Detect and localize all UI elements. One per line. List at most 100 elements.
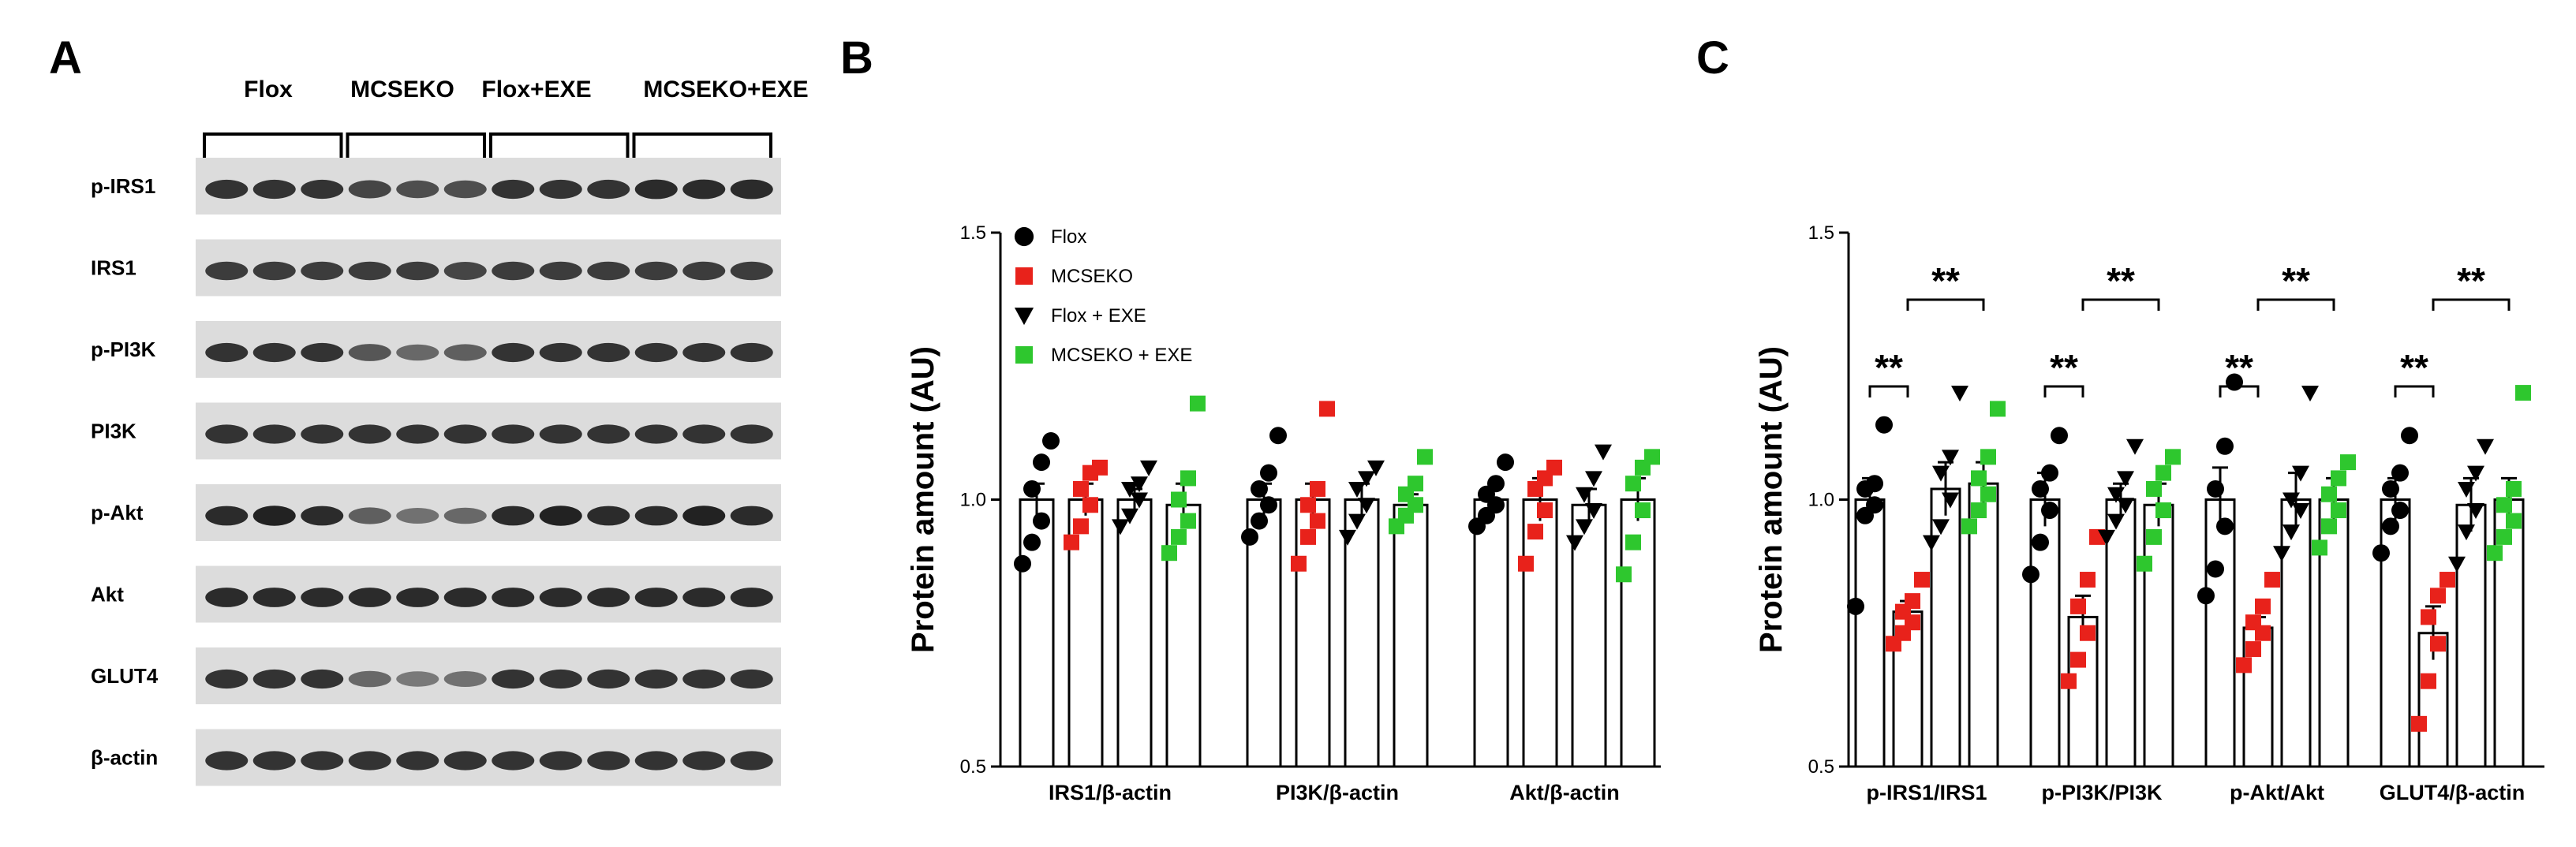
blot-band <box>205 588 249 607</box>
data-point <box>2487 545 2503 562</box>
significance-label: ** <box>2400 347 2428 388</box>
data-point <box>1014 554 1031 573</box>
lane-group-label-3: MCSEKO+EXE <box>643 76 808 103</box>
data-point <box>1971 470 1987 487</box>
data-point <box>1905 593 1920 610</box>
data-point <box>1866 496 1883 514</box>
blot-band <box>539 424 582 444</box>
panel-label-c: C <box>1696 32 1729 84</box>
blot-band <box>634 751 678 771</box>
data-point <box>2041 464 2058 482</box>
data-point <box>1092 459 1108 476</box>
blot-band <box>539 261 582 281</box>
data-point <box>1140 460 1157 476</box>
data-point <box>2146 480 2162 497</box>
significance-label: ** <box>2225 347 2253 388</box>
data-point <box>2292 465 2309 482</box>
data-point <box>1644 449 1660 465</box>
panel-label-a: A <box>49 32 82 84</box>
blot-band <box>730 342 773 363</box>
data-point <box>1358 498 1375 514</box>
blot-band <box>205 342 249 363</box>
bar-1-2 <box>2105 498 2137 768</box>
western-blot-panel: Flox MCSEKO Flox+EXE MCSEKO+EXE p-IRS1 IRS1 p-… <box>91 76 809 786</box>
bar-0-3 <box>1968 482 1999 768</box>
blot-band <box>205 669 249 689</box>
blot-band <box>348 344 391 361</box>
significance-bracket <box>1868 385 1909 397</box>
data-point <box>2458 481 2475 498</box>
blot-band <box>539 179 582 200</box>
data-point <box>1576 519 1593 535</box>
blot-band <box>682 506 726 526</box>
blot-band <box>205 751 249 771</box>
significance-bracket <box>2394 385 2435 397</box>
data-point <box>1537 502 1553 519</box>
data-point <box>1914 572 1930 588</box>
data-point <box>1576 487 1593 503</box>
data-point <box>2458 524 2475 541</box>
data-point <box>1042 432 1060 450</box>
data-point <box>1923 535 1940 551</box>
blot-band <box>730 424 773 444</box>
data-point <box>2496 497 2512 513</box>
data-point <box>2022 565 2039 584</box>
data-point <box>1190 395 1206 412</box>
blot-band <box>634 179 678 200</box>
data-point <box>2448 556 2466 573</box>
blot-band <box>443 344 487 361</box>
blot-band <box>396 344 439 361</box>
blot-band <box>396 424 439 444</box>
blot-band <box>587 588 630 607</box>
data-point <box>1112 519 1129 535</box>
significance-bracket <box>2219 385 2260 397</box>
data-point <box>1073 480 1089 497</box>
data-point <box>1251 512 1268 530</box>
data-point <box>1951 386 1968 402</box>
data-point <box>2061 673 2077 689</box>
data-point <box>1487 475 1505 493</box>
data-point <box>1260 464 1277 482</box>
lane-group-label-2: Flox+EXE <box>481 76 591 103</box>
data-point <box>2080 572 2096 588</box>
data-point <box>1082 497 1098 513</box>
lane-group-bracket-0 <box>203 132 343 162</box>
data-point <box>2467 465 2484 482</box>
blot-band <box>348 588 391 607</box>
x-category-label: IRS1/β-actin <box>1049 781 1172 804</box>
blot-band <box>348 180 391 199</box>
data-point <box>1348 513 1366 530</box>
data-point <box>2032 479 2049 498</box>
blot-row-label: p-IRS1 <box>91 174 155 198</box>
blot-band <box>682 669 726 689</box>
data-point <box>1023 533 1041 551</box>
data-point <box>1616 566 1632 583</box>
data-point <box>2382 517 2399 535</box>
legend-label: Flox + EXE <box>1051 305 1146 326</box>
blot-band <box>492 179 535 200</box>
data-point <box>1932 465 1950 482</box>
blot-band <box>301 669 344 689</box>
bar-3-2 <box>2455 503 2487 768</box>
data-point <box>2321 486 2337 502</box>
data-point <box>1260 496 1277 514</box>
data-point <box>2255 598 2271 614</box>
data-point <box>2331 502 2346 519</box>
data-point <box>2207 560 2224 578</box>
blot-band <box>634 342 678 363</box>
data-point <box>2197 587 2215 605</box>
chart-panel-b: 0.5 1.0 1.5 Protein amount (AU) IRS1/β-actin… <box>906 222 1661 804</box>
data-point <box>2430 636 2446 652</box>
data-point <box>2292 503 2309 520</box>
blot-band <box>252 588 296 607</box>
x-category-label: p-Akt/Akt <box>2230 781 2324 804</box>
data-point <box>1310 480 1325 497</box>
blot-band <box>492 506 535 526</box>
data-point <box>1161 545 1177 562</box>
x-category-label: p-PI3K/PI3K <box>2041 781 2163 804</box>
blot-band <box>443 588 487 607</box>
data-point <box>2098 529 2115 546</box>
blot-band <box>682 424 726 444</box>
blot-band <box>492 342 535 363</box>
